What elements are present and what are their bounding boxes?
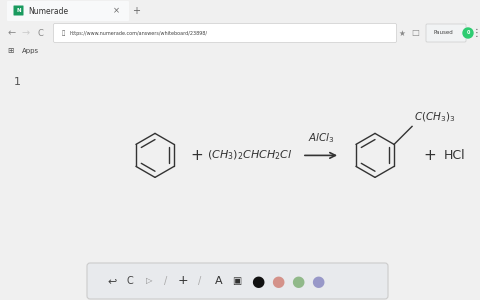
Text: ▷: ▷ [146,277,152,286]
Text: ●: ● [252,274,264,289]
Text: $C(CH_3)_3$: $C(CH_3)_3$ [414,111,456,124]
Text: +: + [178,274,188,287]
Text: /: / [164,276,168,286]
FancyBboxPatch shape [13,5,24,16]
Text: https://www.numerade.com/answers/whiteboard/23898/: https://www.numerade.com/answers/whitebo… [70,31,208,35]
Text: ⊞: ⊞ [7,46,13,55]
Text: $AlCl_3$: $AlCl_3$ [308,132,335,145]
FancyBboxPatch shape [53,23,396,43]
Circle shape [463,28,473,38]
FancyBboxPatch shape [426,24,466,42]
Text: ↩: ↩ [108,276,117,286]
Text: ★: ★ [398,28,406,38]
Text: ●: ● [312,274,324,289]
FancyBboxPatch shape [7,1,129,21]
Text: ●: ● [271,274,285,289]
Text: +: + [191,148,204,163]
Text: C: C [37,28,43,38]
Text: Apps: Apps [22,47,39,53]
Text: +: + [132,6,140,16]
Text: N: N [16,8,21,14]
Text: Numerade: Numerade [28,7,68,16]
Text: □: □ [411,28,419,38]
Text: ▣: ▣ [232,276,241,286]
Text: Paused: Paused [433,31,453,35]
FancyBboxPatch shape [87,263,388,299]
Text: HCl: HCl [444,149,466,162]
Text: $(CH_3)_2CHCH_2Cl$: $(CH_3)_2CHCH_2Cl$ [207,148,293,162]
Text: 1: 1 [14,77,21,87]
Text: A: A [215,276,223,286]
Text: ×: × [112,7,120,16]
Text: ⋮: ⋮ [471,28,480,38]
Text: →: → [22,28,30,38]
Text: 0: 0 [466,31,470,35]
Text: ←: ← [8,28,16,38]
Text: ●: ● [291,274,305,289]
Text: C: C [127,276,133,286]
Text: /: / [198,276,202,286]
Text: +: + [424,148,436,163]
Text: 🔒: 🔒 [61,30,65,36]
